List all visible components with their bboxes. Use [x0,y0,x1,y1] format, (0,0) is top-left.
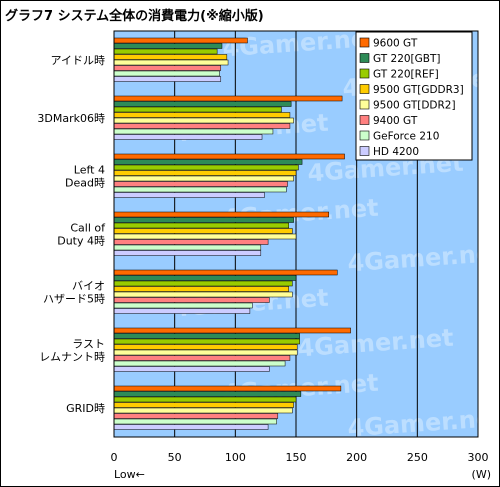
bar [113,338,300,345]
category-label: GRID時 [66,402,105,415]
x-tick-label: 0 [111,451,118,464]
x-tick-label: 300 [468,451,489,464]
bar [113,70,220,77]
bar [113,217,294,223]
bar [113,211,330,218]
category-label: Dead時 [65,177,105,190]
legend-label: GT 220[REF] [373,69,439,81]
bar [113,76,222,82]
bar [113,192,265,198]
bar [113,308,251,314]
bar [113,101,292,107]
bar [113,59,229,66]
category-label: ラスト [72,338,105,351]
legend-box [355,31,473,161]
bar [113,413,279,419]
bar [113,360,286,367]
bar [113,286,289,292]
bar [113,43,223,49]
bar [113,402,294,408]
bar [113,65,222,71]
bar [113,275,297,281]
category-label: Duty 4時 [57,235,105,248]
legend-label: HD 4200 [373,146,419,158]
bar [113,228,293,234]
bar [113,349,298,356]
bar [113,222,289,229]
bar [113,170,297,176]
bar [113,385,342,392]
legend-label: 9600 GT [373,38,418,50]
bar [113,297,270,303]
bar [113,159,303,165]
bar [113,181,288,187]
legend-label: 9400 GT [373,115,418,127]
bar [113,250,262,256]
x-tick-label: 50 [168,451,182,464]
legend-swatch [359,53,370,63]
bar [113,153,345,160]
legend-label: 9500 GT[GDDR3] [373,84,464,96]
x-tick-label: 250 [407,451,428,464]
legend-swatch [359,115,370,125]
bar [113,175,294,182]
x-tick-label: 200 [346,451,367,464]
chart-title: グラフ7 システム全体の消費電力(※縮小版) [5,9,264,24]
bar [113,244,262,251]
bar [113,95,343,102]
bar [113,186,287,193]
bar [113,233,297,240]
bar [113,344,298,350]
bar [113,355,291,361]
legend-label: GeForce 210 [373,131,439,143]
bar [113,280,293,287]
legend-swatch [359,130,370,141]
bar [113,424,269,430]
bar [113,117,294,124]
bar [113,112,291,118]
plot-border [113,30,479,438]
bar [113,164,299,171]
bar [113,302,253,309]
legend-swatch [359,68,370,79]
category-label: アイドル時 [51,54,105,67]
category-label: Left 4 [74,164,105,177]
legend-swatch [359,146,370,156]
bar [113,333,300,339]
legend-label: 9500 GT[DDR2] [373,100,456,112]
bar [113,134,263,140]
bar [113,123,291,129]
category-label: Call of [70,222,106,235]
bar [113,239,269,245]
bar [113,366,270,372]
x-tick-label: 100 [225,451,246,464]
bar [113,37,248,44]
legend-swatch [359,37,370,48]
category-label: 3DMark06時 [37,112,105,125]
bar [113,396,297,403]
category-label: レムナント時 [39,351,105,364]
bar [113,106,282,113]
bar [113,391,302,397]
bar [113,418,277,425]
category-label: ハザード5時 [43,293,105,306]
x-axis-low-label: Low← [114,468,145,481]
legend-label: GT 220[GBT] [373,53,441,65]
bar [113,291,293,298]
bar [113,327,351,334]
legend-swatch [359,99,370,110]
bar [113,269,338,276]
bar [113,48,218,55]
legend-swatch [359,84,370,94]
x-axis-unit-label: (W) [472,468,491,481]
bar [113,54,228,60]
category-label: バイオ [72,280,105,293]
bar [113,128,274,135]
bar [113,407,293,414]
x-tick-label: 150 [286,451,307,464]
